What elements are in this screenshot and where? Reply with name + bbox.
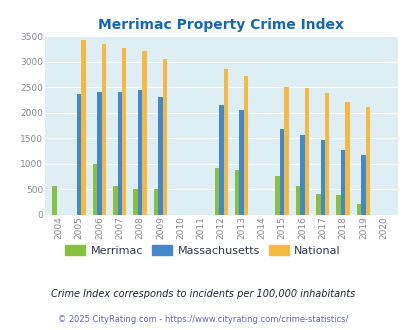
Title: Merrimac Property Crime Index: Merrimac Property Crime Index — [98, 18, 343, 32]
Bar — [304, 88, 309, 214]
Bar — [295, 186, 299, 214]
Bar — [315, 194, 320, 214]
Bar — [239, 110, 243, 214]
Bar — [122, 48, 126, 214]
Bar — [340, 150, 345, 214]
Bar — [153, 189, 158, 214]
Text: © 2025 CityRating.com - https://www.cityrating.com/crime-statistics/: © 2025 CityRating.com - https://www.city… — [58, 315, 347, 324]
Bar — [360, 155, 365, 214]
Legend: Merrimac, Massachusetts, National: Merrimac, Massachusetts, National — [60, 241, 345, 260]
Bar — [158, 97, 162, 214]
Bar — [234, 170, 239, 214]
Bar — [320, 141, 324, 214]
Bar — [335, 195, 340, 215]
Bar — [300, 135, 304, 214]
Text: Crime Index corresponds to incidents per 100,000 inhabitants: Crime Index corresponds to incidents per… — [51, 289, 354, 299]
Bar — [101, 44, 106, 214]
Bar — [81, 40, 86, 214]
Bar — [97, 92, 101, 214]
Bar — [214, 168, 219, 214]
Bar — [142, 50, 146, 214]
Bar — [219, 105, 223, 214]
Bar — [77, 94, 81, 214]
Bar — [52, 186, 57, 214]
Bar — [365, 107, 369, 214]
Bar — [133, 189, 138, 214]
Bar — [279, 129, 284, 214]
Bar — [223, 69, 228, 214]
Bar — [275, 176, 279, 214]
Bar — [113, 186, 117, 214]
Bar — [324, 93, 329, 214]
Bar — [117, 92, 122, 214]
Bar — [138, 90, 142, 214]
Bar — [356, 204, 360, 214]
Bar — [243, 76, 247, 215]
Bar — [284, 87, 288, 214]
Bar — [92, 164, 97, 214]
Bar — [344, 102, 349, 214]
Bar — [162, 59, 167, 214]
